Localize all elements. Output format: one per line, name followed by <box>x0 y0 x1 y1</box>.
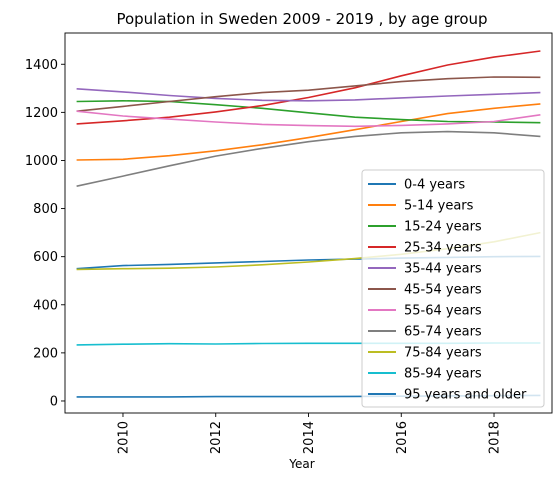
y-tick-label: 1000 <box>25 154 58 169</box>
series-line-7 <box>76 130 541 187</box>
legend-label-1: 5-14 years <box>404 199 474 214</box>
y-tick-label: 1400 <box>25 58 58 73</box>
legend-box <box>361 169 545 408</box>
y-tick-label: 0 <box>50 394 58 409</box>
legend-label-4: 35-44 years <box>404 262 482 277</box>
legend-label-5: 45-54 years <box>404 283 482 298</box>
legend-label-9: 85-94 years <box>404 367 482 382</box>
legend-label-8: 75-84 years <box>404 346 482 361</box>
legend-label-0: 0-4 years <box>404 178 465 193</box>
x-tick-label: 2016 <box>395 421 410 454</box>
legend-label-7: 65-74 years <box>404 325 482 340</box>
series-line-1 <box>76 103 541 161</box>
legend-label-10: 95 years and older <box>404 388 527 403</box>
x-tick-label: 2018 <box>488 421 503 454</box>
legend: 0-4 years 5-14 years 15-24 years 25-34 year… <box>361 169 545 408</box>
x-axis-label: Year <box>288 457 314 471</box>
series-line-4 <box>76 88 541 102</box>
legend-label-6: 55-64 years <box>404 304 482 319</box>
legend-label-2: 15-24 years <box>404 220 482 235</box>
y-tick-label: 600 <box>33 250 58 265</box>
y-tick-label: 1200 <box>25 106 58 121</box>
x-tick-label: 2012 <box>209 421 224 454</box>
legend-label-3: 25-34 years <box>404 241 482 256</box>
series-line-5 <box>76 76 541 112</box>
x-tick-label: 2014 <box>302 421 317 454</box>
chart-title: Population in Sweden 2009 - 2019 , by ag… <box>116 10 487 28</box>
axes: 2010 2012 2014 2016 2018 0 200 400 600 800 1000 120… <box>25 32 553 454</box>
x-tick-label: 2010 <box>116 421 131 454</box>
y-tick-label: 800 <box>33 202 58 217</box>
y-tick-label: 200 <box>33 346 58 361</box>
series-line-2 <box>76 99 541 124</box>
y-tick-label: 400 <box>33 298 58 313</box>
series-line-6 <box>76 110 541 128</box>
